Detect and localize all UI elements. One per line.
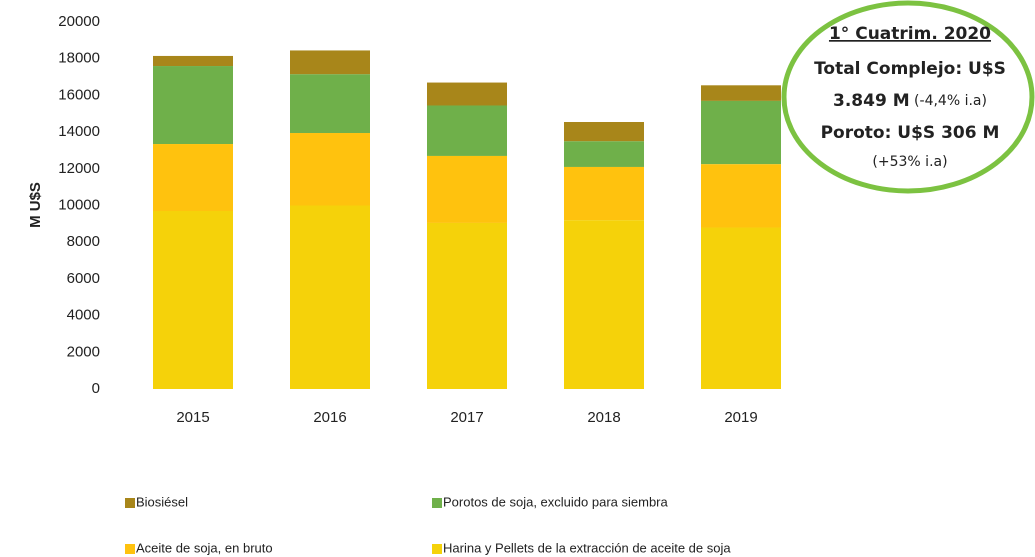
bar-segment <box>153 66 233 145</box>
y-tick-label: 2000 <box>67 343 100 360</box>
y-axis-label: M U$S <box>27 182 44 228</box>
y-tick-label: 18000 <box>58 50 100 67</box>
bar-segment <box>427 155 507 223</box>
y-tick-label: 10000 <box>58 196 100 213</box>
y-tick-label: 8000 <box>67 233 100 250</box>
bar-segment <box>564 220 644 389</box>
bar-segment <box>427 105 507 156</box>
x-tick-label: 2019 <box>724 409 757 426</box>
legend-label: Porotos de soja, excluido para siembra <box>443 494 669 509</box>
y-tick-label: 20000 <box>58 13 100 30</box>
y-tick-label: 12000 <box>58 160 100 177</box>
y-tick-label: 16000 <box>58 86 100 103</box>
bar-segment <box>290 205 370 389</box>
bar-segment <box>564 122 644 142</box>
y-tick-label: 14000 <box>58 123 100 140</box>
annotation-line: Poroto: U$S 306 M <box>821 123 1000 143</box>
x-tick-label: 2017 <box>450 409 483 426</box>
bar-segment <box>701 227 781 389</box>
legend-label: Biosiésel <box>136 494 188 509</box>
annotation-value: 3.849 M <box>833 91 910 111</box>
x-tick-label: 2016 <box>313 409 346 426</box>
bar-segment <box>427 222 507 389</box>
x-tick-label: 2018 <box>587 409 620 426</box>
bar-segment <box>290 74 370 134</box>
annotation-ellipse <box>781 0 1035 194</box>
legend-label: Aceite de soja, en bruto <box>136 540 273 555</box>
x-tick-label: 2015 <box>176 409 209 426</box>
annotation-line: Total Complejo: U$S <box>814 59 1006 79</box>
annotation-change: (+53% i.a) <box>872 154 947 170</box>
legend-label: Harina y Pellets de la extracción de ace… <box>443 540 731 555</box>
legend-swatch <box>125 498 135 508</box>
legend-swatch <box>432 544 442 554</box>
y-tick-label: 4000 <box>67 307 100 324</box>
annotation-line: 3.849 M (-4,4% i.a) <box>833 91 987 111</box>
bar-segment <box>701 85 781 101</box>
bar-segment <box>701 164 781 228</box>
legend-swatch <box>432 498 442 508</box>
bar-segment <box>153 211 233 389</box>
y-tick-label: 0 <box>92 380 100 397</box>
bar-segment <box>153 55 233 67</box>
annotation-change: (-4,4% i.a) <box>910 93 987 109</box>
bar-segment <box>290 133 370 206</box>
bar-segment <box>290 50 370 75</box>
y-tick-label: 6000 <box>67 270 100 287</box>
annotation-title: 1° Cuatrim. 2020 <box>829 24 991 44</box>
bar-segment <box>564 166 644 221</box>
bar-segment <box>701 100 781 165</box>
bar-segment <box>564 141 644 167</box>
legend-swatch <box>125 544 135 554</box>
bar-segment <box>427 82 507 106</box>
bar-segment <box>153 144 233 212</box>
